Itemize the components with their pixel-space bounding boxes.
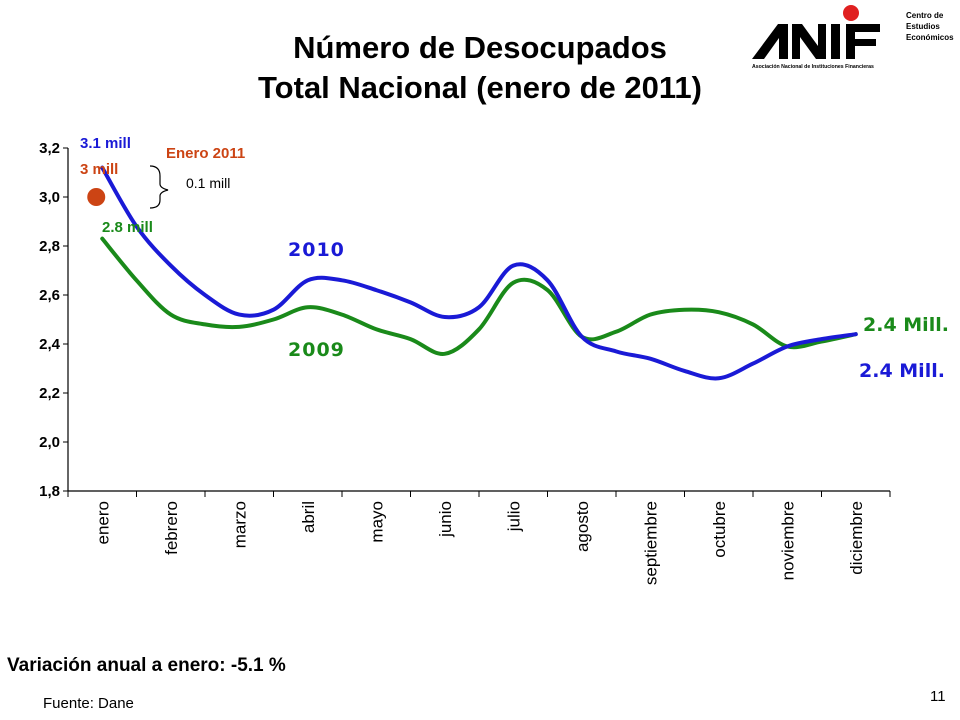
logo-letter-a-icon <box>752 24 788 59</box>
logo-red-dot-icon <box>843 5 859 21</box>
series-label-2010: 2010 <box>288 239 345 261</box>
x-tick-label: marzo <box>230 501 249 548</box>
anif-logo: Asociación Nacional de Instituciones Fin… <box>752 5 954 70</box>
logo-side-line-1: Centro de <box>906 11 944 20</box>
logo-letter-n-icon <box>792 24 826 59</box>
chart-series <box>87 165 858 381</box>
x-tick-label: enero <box>93 501 112 544</box>
x-tick-label: febrero <box>162 501 181 555</box>
y-tick-label: 1,8 <box>39 483 60 500</box>
title-line-1: Número de Desocupados <box>293 30 667 65</box>
x-tick-label: septiembre <box>641 501 660 585</box>
source-text: Fuente: Dane <box>43 695 134 712</box>
x-tick-label: abril <box>299 501 318 533</box>
point-2011-label: Enero 2011 <box>166 145 245 162</box>
page-number: 11 <box>930 688 946 705</box>
series-label-2009: 2009 <box>288 339 345 361</box>
x-tick-label: mayo <box>367 501 386 543</box>
chart-axes: 1,8 2,0 2,2 2,4 2,6 2,8 3,0 3,2 enero febrero marz… <box>39 140 891 585</box>
y-tick-label: 3,2 <box>39 140 60 157</box>
title-line-2: Total Nacional (enero de 2011) <box>258 70 702 105</box>
logo-letter-f-icon <box>846 24 880 59</box>
end-label-2010: 2.4 Mill. <box>859 360 945 382</box>
series-line-2010 <box>100 165 858 381</box>
point-enero-2011 <box>87 188 106 206</box>
x-tick-label: agosto <box>573 501 592 552</box>
end-label-2009: 2.4 Mill. <box>863 314 949 336</box>
annotation-difference: 0.1 mill <box>186 175 230 191</box>
logo-letter-i-icon <box>831 24 840 59</box>
y-tick-label: 3,0 <box>39 189 60 206</box>
annotation-jan-2009: 2.8 mill <box>102 219 153 236</box>
x-tick-label: julio <box>504 501 523 532</box>
x-tick-label: noviembre <box>778 501 797 580</box>
y-tick-label: 2,0 <box>39 434 60 451</box>
y-tick-label: 2,2 <box>39 385 60 402</box>
difference-brace-icon <box>149 165 169 209</box>
logo-side-line-3: Económicos <box>906 33 954 42</box>
y-tick-label: 2,8 <box>39 238 60 255</box>
annotation-jan-2011: 3 mill <box>80 161 118 178</box>
logo-side-line-2: Estudios <box>906 22 940 31</box>
annotation-jan-2010: 3.1 mill <box>80 135 131 152</box>
x-tick-label: octubre <box>710 501 729 558</box>
annual-variation-text: Variación anual a enero: -5.1 % <box>7 655 286 676</box>
chart-labels: 3.1 mill 3 mill 2.8 mill Enero 2011 0.1 … <box>80 135 949 382</box>
y-tick-label: 2,6 <box>39 287 60 304</box>
logo-tagline: Asociación Nacional de Instituciones Fin… <box>752 64 874 70</box>
x-tick-label: junio <box>436 501 455 538</box>
x-tick-label: diciembre <box>847 501 866 575</box>
y-tick-label: 2,4 <box>39 336 61 353</box>
series-line-2009 <box>100 236 858 356</box>
chart-title: Número de Desocupados Total Nacional (en… <box>160 28 800 108</box>
unemployment-line-chart: 1,8 2,0 2,2 2,4 2,6 2,8 3,0 3,2 enero febrero marz… <box>39 135 949 585</box>
